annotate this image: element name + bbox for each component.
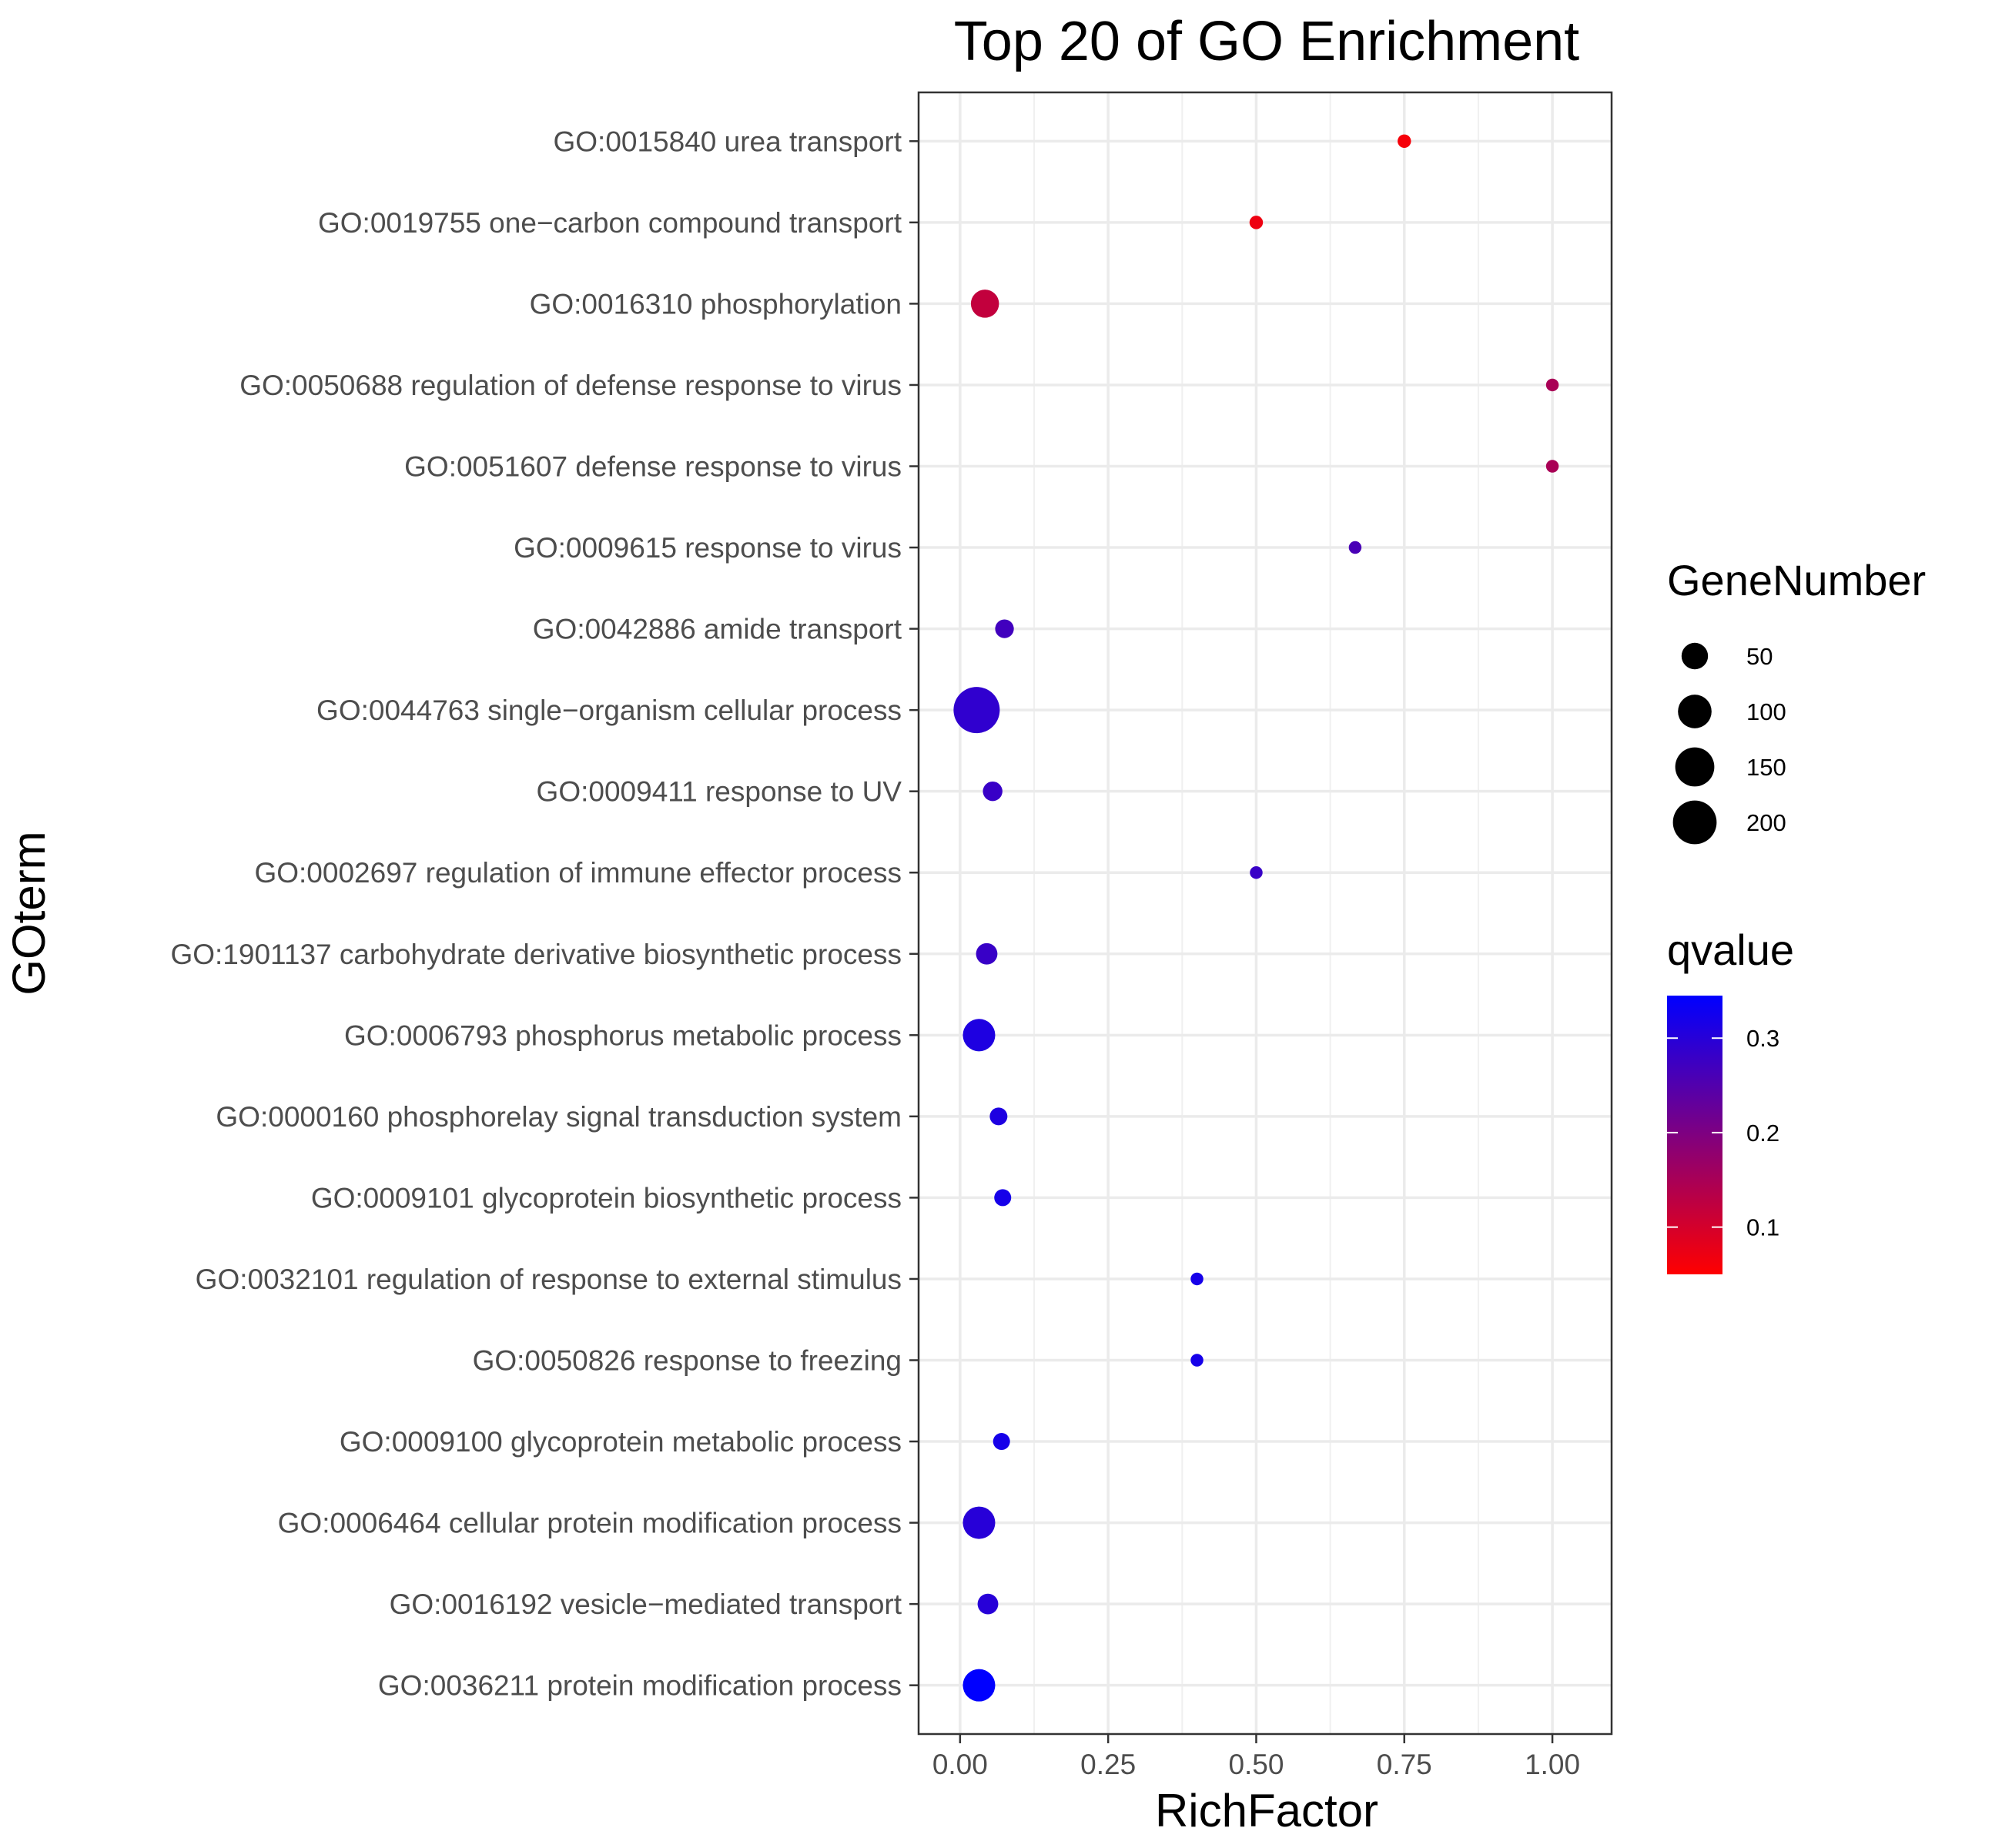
y-tick-label: GO:0050688 regulation of defense respons…: [239, 370, 902, 401]
y-tick-label: GO:0002697 regulation of immune effector…: [254, 857, 902, 889]
data-point: [995, 619, 1014, 638]
y-tick-label: GO:0009411 response to UV: [537, 776, 902, 808]
size-legend: GeneNumber 50 100 150 200: [1667, 556, 1926, 845]
y-axis-title: GOterm: [3, 831, 55, 995]
size-legend-key: [1672, 800, 1717, 845]
data-point: [993, 1433, 1010, 1451]
size-legend-label: 200: [1746, 809, 1786, 836]
y-axis: GO:0015840 urea transport GO:0019755 one−…: [170, 126, 919, 1702]
major-gridlines: [919, 92, 1612, 1734]
data-point: [977, 1593, 999, 1615]
y-tick-label: GO:0032101 regulation of response to ext…: [196, 1264, 902, 1295]
panel-border: [917, 91, 1613, 1736]
y-tick-label: GO:0050826 response to freezing: [473, 1344, 902, 1376]
colorbar-tick-label: 0.1: [1746, 1214, 1779, 1241]
y-tick-label: GO:0019755 one−carbon compound transport: [318, 207, 902, 239]
data-point: [976, 942, 998, 965]
color-legend: qvalue 0.1 0.2 0.3: [1667, 926, 1794, 1274]
data-point: [1190, 1272, 1204, 1286]
data-point: [962, 1669, 996, 1702]
y-tick-label: GO:0000160 phosphorelay signal transduct…: [216, 1101, 902, 1133]
chart-title: Top 20 of GO Enrichment: [954, 11, 1579, 72]
minor-gridlines: [1033, 92, 1479, 1734]
colorbar-ticks: 0.1 0.2 0.3: [1667, 1025, 1779, 1241]
data-point: [1249, 216, 1264, 229]
y-tick-label: GO:0009101 glycoprotein biosynthetic pro…: [311, 1182, 902, 1214]
panel-background: [919, 92, 1612, 1734]
size-legend-key: [1678, 695, 1712, 728]
y-tick-label: GO:0051607 defense response to virus: [404, 451, 902, 483]
y-tick-label: GO:1901137 carbohydrate derivative biosy…: [170, 939, 902, 970]
y-tick-label: GO:0009615 response to virus: [514, 532, 902, 564]
x-tick-label: 0.75: [1377, 1749, 1432, 1780]
data-point: [1250, 865, 1263, 879]
x-tick-label: 1.00: [1525, 1749, 1580, 1780]
x-tick-label: 0.25: [1080, 1749, 1136, 1780]
color-legend-title: qvalue: [1667, 926, 1794, 974]
y-tick-label: GO:0006464 cellular protein modification…: [278, 1508, 902, 1539]
data-point: [1545, 378, 1559, 392]
data-point: [1348, 541, 1362, 554]
x-axis: 0.00 0.25 0.50 0.75 1.00: [932, 1734, 1580, 1780]
size-legend-label: 150: [1746, 754, 1786, 781]
x-tick-label: 0.50: [1228, 1749, 1284, 1780]
data-point: [994, 1189, 1012, 1207]
data-point: [1398, 134, 1411, 149]
data-point: [962, 1019, 996, 1052]
y-tick-label: GO:0009100 glycoprotein metabolic proces…: [340, 1426, 902, 1458]
x-axis-title: RichFactor: [1155, 1785, 1378, 1836]
y-tick-label: GO:0042886 amide transport: [533, 614, 902, 645]
plot-panel: [917, 91, 1613, 1736]
x-tick-label: 0.00: [932, 1749, 988, 1780]
data-point: [989, 1107, 1008, 1126]
y-tick-label: GO:0016192 vesicle−mediated transport: [390, 1589, 902, 1620]
size-legend-key: [1675, 747, 1715, 787]
y-tick-label: GO:0006793 phosphorus metabolic process: [344, 1019, 902, 1051]
data-point: [970, 290, 999, 318]
data-point: [1545, 460, 1559, 473]
data-points: [953, 134, 1559, 1702]
data-point: [1190, 1354, 1204, 1367]
size-legend-label: 100: [1746, 698, 1786, 725]
data-point: [953, 687, 1000, 734]
colorbar-tick-label: 0.3: [1746, 1025, 1779, 1052]
size-legend-label: 50: [1746, 643, 1773, 670]
y-tick-label: GO:0015840 urea transport: [553, 126, 902, 157]
y-tick-label: GO:0016310 phosphorylation: [530, 288, 902, 320]
y-tick-label: GO:0036211 protein modification process: [378, 1670, 902, 1702]
size-legend-key: [1681, 642, 1709, 670]
y-tick-label: GO:0044763 single−organism cellular proc…: [316, 695, 902, 726]
size-legend-items: 50 100 150 200: [1672, 642, 1786, 845]
size-legend-title: GeneNumber: [1667, 556, 1926, 604]
data-point: [962, 1506, 996, 1539]
qvalue-colorbar: [1667, 996, 1722, 1274]
data-point: [983, 781, 1003, 802]
colorbar-tick-label: 0.2: [1746, 1120, 1779, 1147]
